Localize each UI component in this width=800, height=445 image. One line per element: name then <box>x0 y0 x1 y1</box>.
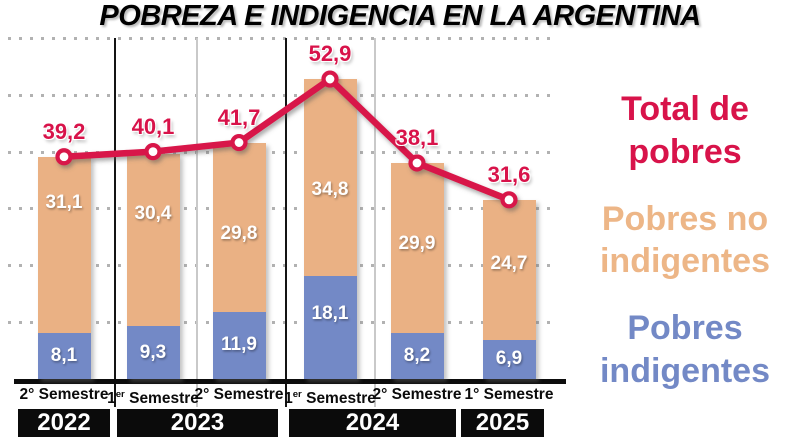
legend-pobres-indigentes: Pobres indigentes <box>599 309 771 391</box>
bar-segment-no-indigentes-0 <box>37 156 91 334</box>
gridline-50 <box>8 94 557 97</box>
bar-segment-indigentes-2 <box>212 311 266 379</box>
bar-segment-no-indigentes-1 <box>126 153 180 327</box>
gridline-30 <box>8 207 557 211</box>
total-value-label-4: 38,1 <box>395 124 439 150</box>
year-box-2024: 2024 <box>289 409 456 437</box>
gridline-10 <box>8 320 557 324</box>
bar-3: 34,8 18,1 <box>303 79 357 379</box>
bar-value-no-indigentes-0: 31,1 <box>45 191 83 213</box>
legend-pobres-no-indigentes: Pobres no indigentes <box>599 199 771 281</box>
semester-label-5: 1° Semestre <box>464 386 554 403</box>
bar-value-no-indigentes-2: 29,8 <box>220 222 258 244</box>
semester-label-3: 1er Semestre <box>284 389 376 408</box>
bar-segment-indigentes-3 <box>303 276 357 379</box>
year-separator-line <box>284 38 287 407</box>
semester-label-1: 1er Semestre <box>107 389 199 408</box>
total-value-label-2: 41,7 <box>217 104 261 130</box>
bar-value-indigentes-0: 8,1 <box>50 345 78 367</box>
gridline-60 <box>8 37 557 41</box>
total-value-label-5: 31,6 <box>487 161 531 187</box>
bar-segment-indigentes-0 <box>37 333 91 379</box>
bar-value-no-indigentes-5: 24,7 <box>490 253 528 275</box>
bar-value-indigentes-5: 6,9 <box>495 348 523 370</box>
bar-value-indigentes-1: 9,3 <box>139 341 167 363</box>
chart-title: POBREZA E INDIGENCIA EN LA ARGENTINA <box>99 0 701 32</box>
bar-value-indigentes-4: 8,2 <box>403 344 431 366</box>
bar-segment-indigentes-5 <box>482 339 536 379</box>
bar-segment-no-indigentes-5 <box>482 199 536 340</box>
year-separator-line <box>113 38 116 407</box>
bar-segment-indigentes-4 <box>390 332 444 379</box>
total-value-label-0: 39,2 <box>42 118 86 144</box>
bar-value-indigentes-3: 18,1 <box>311 303 349 325</box>
semester-separator-line <box>195 38 198 407</box>
gridline-40 <box>8 150 557 154</box>
bar-segment-indigentes-1 <box>126 326 180 379</box>
semester-label-4: 2° Semestre <box>372 386 462 403</box>
x-axis-line <box>14 379 566 384</box>
bar-value-no-indigentes-1: 30,4 <box>134 203 172 225</box>
bar-0: 31,1 8,1 <box>37 156 91 379</box>
bar-value-indigentes-2: 11,9 <box>221 334 257 356</box>
year-box-2023: 2023 <box>117 409 278 437</box>
year-box-2025: 2025 <box>461 409 544 437</box>
bar-value-no-indigentes-4: 29,9 <box>398 233 436 255</box>
gridline-20 <box>8 264 557 268</box>
semester-label-2: 2° Semestre <box>194 386 284 403</box>
bar-5: 24,7 6,9 <box>482 199 536 379</box>
bar-4: 29,9 8,2 <box>390 162 444 379</box>
semester-separator-line <box>373 38 376 407</box>
bar-2: 29,8 11,9 <box>212 142 266 379</box>
total-value-label-1: 40,1 <box>131 113 175 139</box>
legend-total-de-pobres: Total de pobres <box>621 90 749 171</box>
bar-value-no-indigentes-3: 34,8 <box>311 178 349 200</box>
total-value-label-3: 52,9 <box>308 41 352 67</box>
legend: Total de pobres Pobres no indigentes Pobre… <box>572 88 798 417</box>
bar-1: 30,4 9,3 <box>126 153 180 379</box>
year-box-2022: 2022 <box>18 409 110 437</box>
semester-label-0: 2° Semestre <box>19 386 109 403</box>
